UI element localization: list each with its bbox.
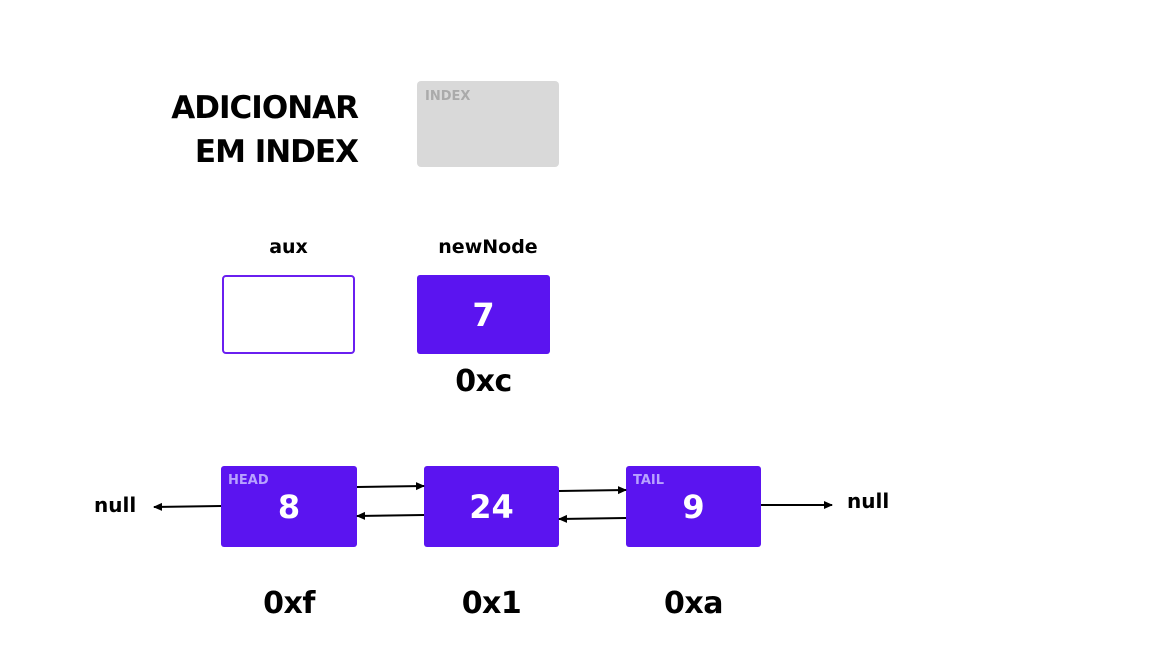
arrow-head-to-null-left <box>154 506 221 507</box>
arrow-tail-to-middle <box>559 518 626 519</box>
arrow-middle-to-head <box>357 515 424 516</box>
arrow-middle-to-tail <box>559 490 626 491</box>
arrow-head-to-middle <box>357 486 424 487</box>
